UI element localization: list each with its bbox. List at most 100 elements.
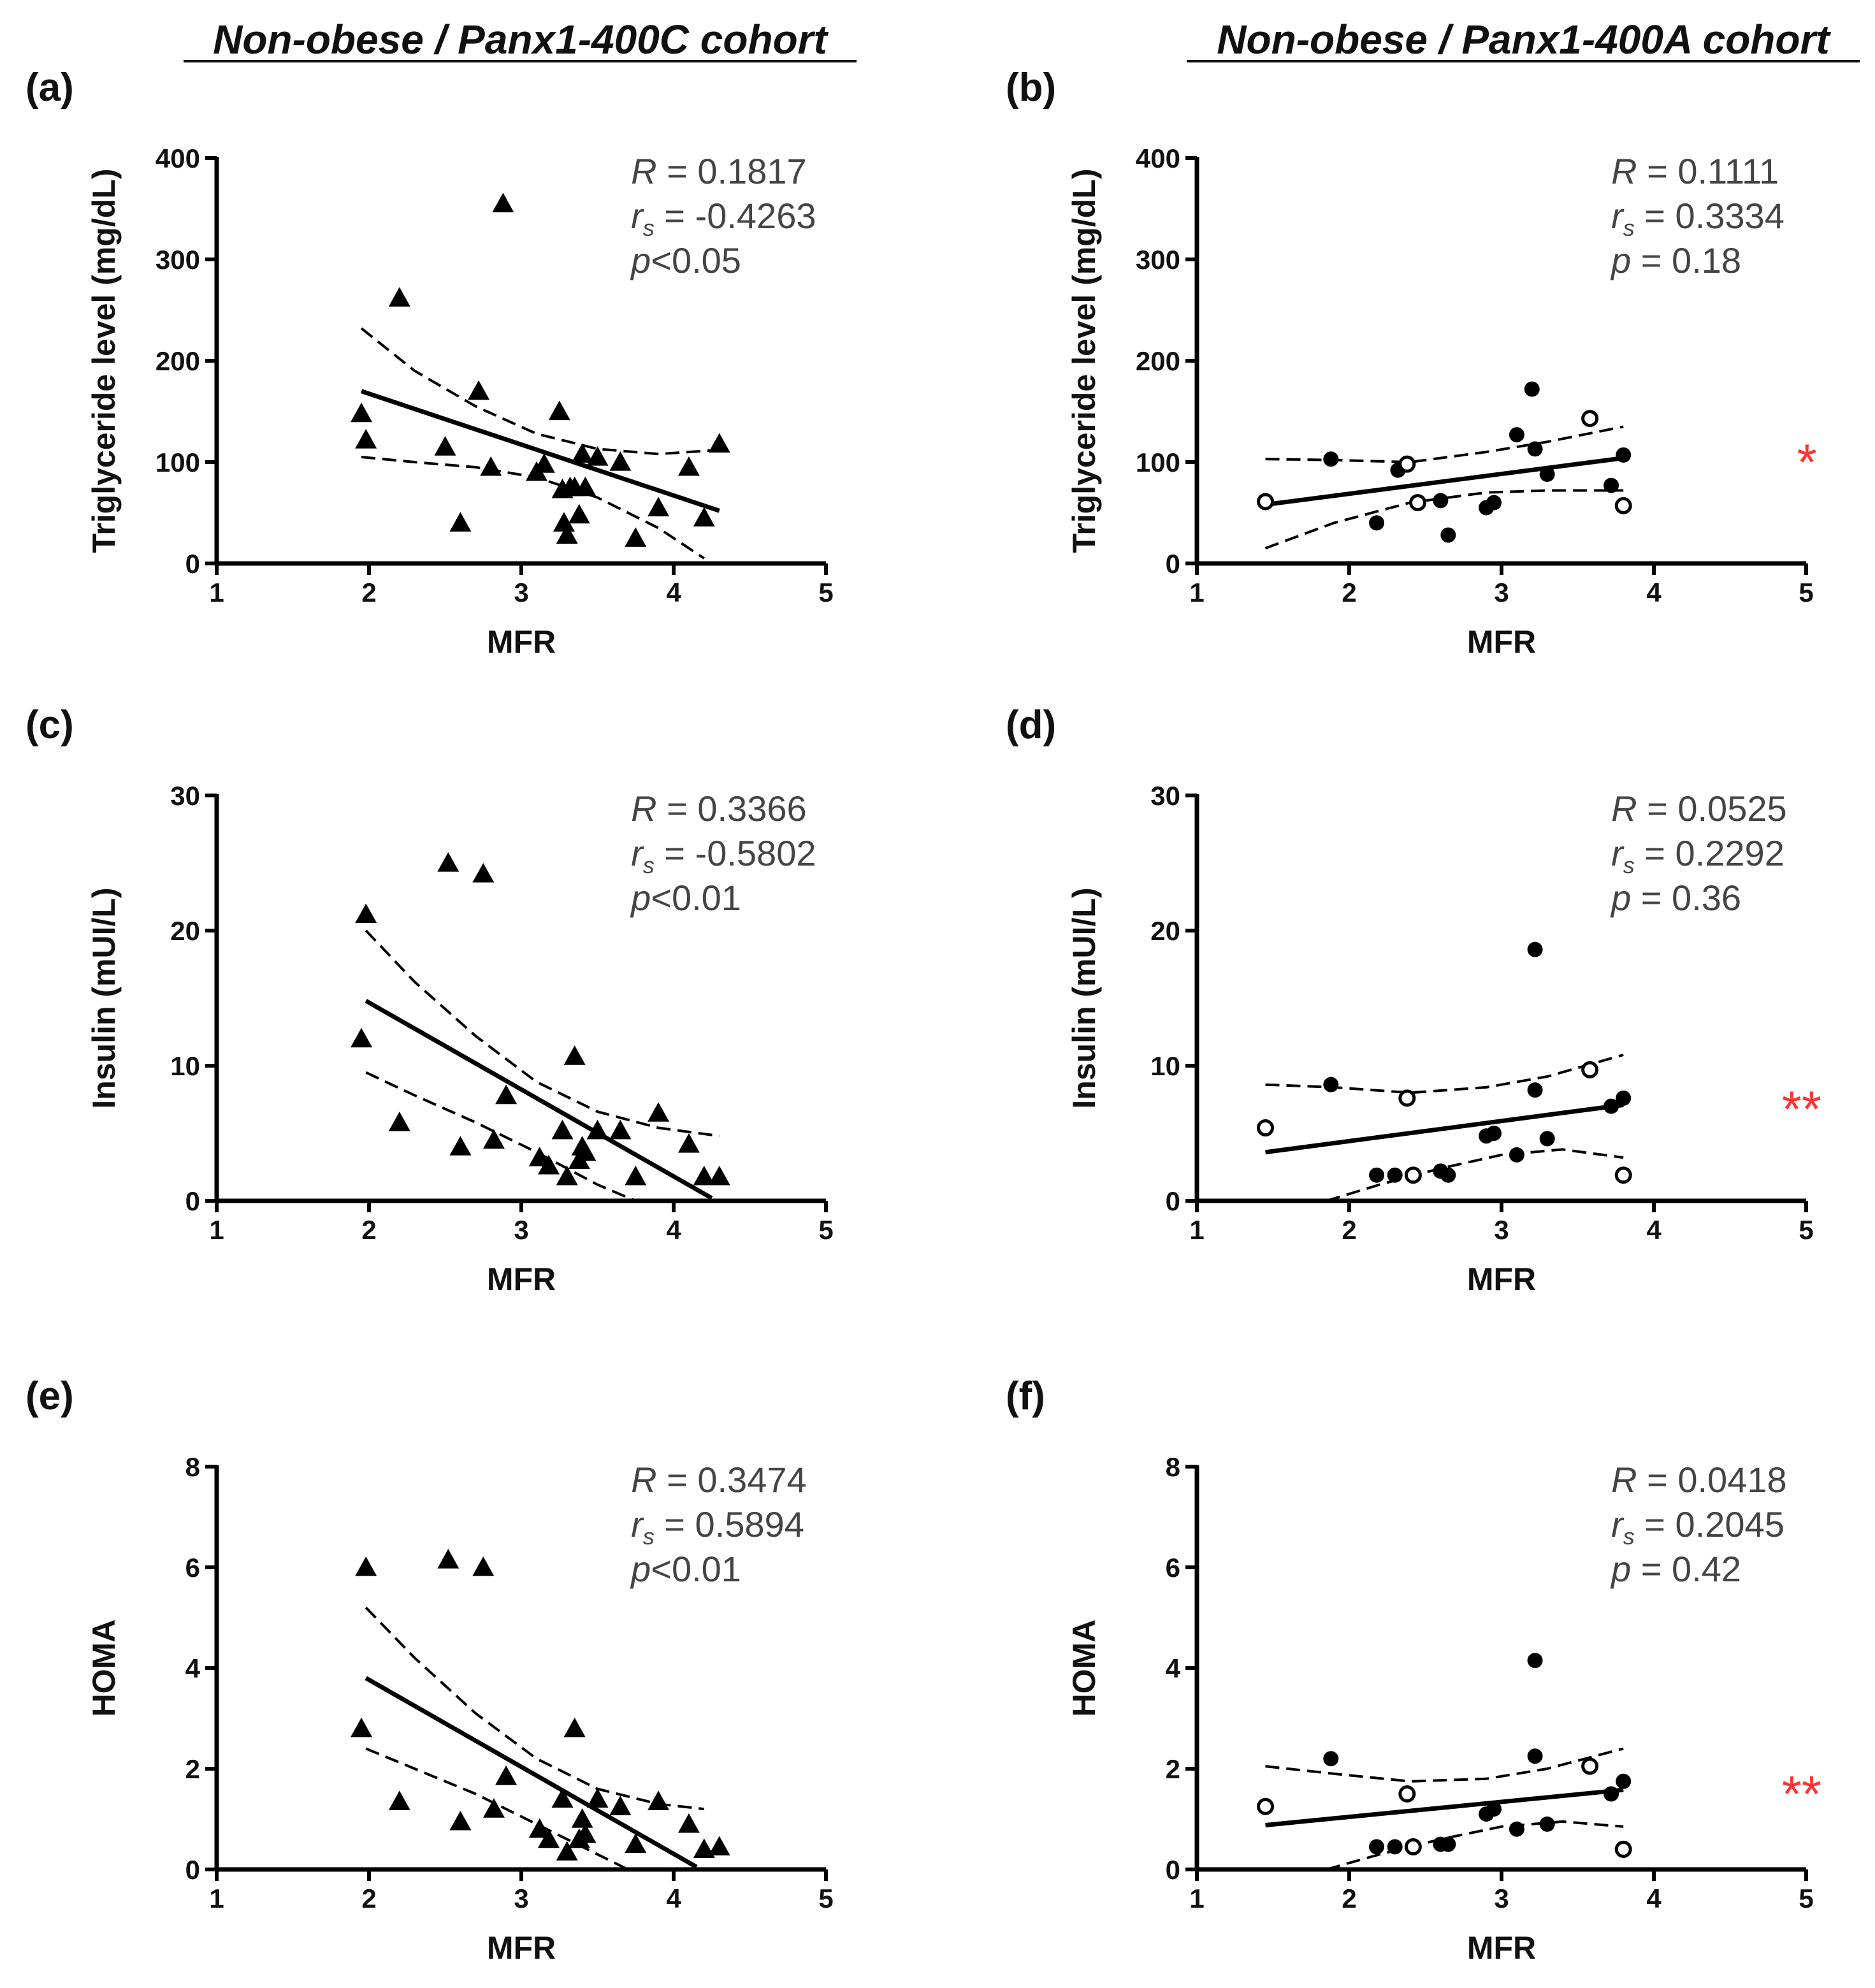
stat-rs-f: rs = 0.2045 [1611, 1504, 1785, 1549]
x-tick-label-b-5: 5 [1799, 577, 1813, 607]
data-point-d-filled-9 [1527, 1082, 1543, 1098]
cohort-title-left-text: Non-obese / Panx1-400C cohort [213, 17, 829, 62]
x-axis-title-f: MFR [1467, 1930, 1536, 1966]
y-tick-label-b-300: 300 [1136, 245, 1180, 275]
panel-d: (d) 1 2 3 4 5 0 10 20 30 MFR Insulin (mUI/L) R = 0.0… [1006, 703, 1821, 1297]
ci-lower-line-d [1326, 1148, 1624, 1202]
x-tick-label-e-2: 2 [361, 1883, 376, 1913]
y-tick-label-a-200: 200 [156, 346, 200, 376]
data-point-f-filled-10 [1539, 1816, 1555, 1832]
y-tick-label-f-6: 6 [1166, 1553, 1180, 1583]
data-point-d-filled-10 [1539, 1131, 1555, 1147]
data-point-e-Panx1-400C-15 [574, 1823, 597, 1843]
data-point-a-Panx1-400C-10 [548, 400, 570, 421]
y-tick-label-a-0: 0 [185, 549, 200, 579]
data-point-e-Panx1-400C-19 [648, 1790, 670, 1810]
data-point-a-Panx1-400C-25 [708, 433, 730, 453]
data-point-e-Panx1-400C-0 [351, 1717, 373, 1738]
data-point-d-open-2 [1404, 1166, 1422, 1184]
stat-R-c: R = 0.3366 [631, 788, 807, 829]
panel-label-c: (c) [25, 703, 74, 747]
x-tick-label-e-1: 1 [209, 1883, 224, 1913]
y-tick-label-d-20: 20 [1150, 916, 1180, 946]
y-tick-label-d-0: 0 [1166, 1186, 1180, 1216]
x-axis-title-c: MFR [487, 1261, 556, 1297]
significance-mark-b: * [1797, 434, 1817, 491]
y-tick-label-f-4: 4 [1166, 1653, 1181, 1683]
regression-line-a [360, 389, 720, 513]
data-point-a-Panx1-400C-24 [693, 507, 715, 527]
x-tick-label-b-4: 4 [1646, 577, 1661, 607]
significance-mark-f: ** [1782, 1766, 1821, 1822]
data-point-a-Panx1-400C-17 [571, 443, 593, 463]
data-point-a-Panx1-400C-18 [574, 476, 597, 497]
x-tick-label-b-3: 3 [1494, 577, 1509, 607]
y-tick-label-c-10: 10 [170, 1051, 200, 1081]
x-tick-label-d-4: 4 [1646, 1215, 1661, 1245]
y-axis-title-a: Triglyceride level (mg/dL) [86, 169, 122, 553]
data-point-a-Panx1-400C-7 [492, 192, 514, 213]
data-point-c-Panx1-400C-11 [556, 1165, 578, 1186]
data-point-f-open-2 [1404, 1838, 1422, 1855]
y-tick-label-d-30: 30 [1150, 781, 1180, 811]
regression-line-e [365, 1676, 698, 1869]
x-axis-title-e: MFR [487, 1930, 556, 1966]
x-tick-label-a-3: 3 [514, 577, 528, 607]
x-tick-label-c-3: 3 [514, 1215, 528, 1245]
y-tick-label-f-0: 0 [1166, 1855, 1180, 1885]
data-point-e-Panx1-400C-12 [563, 1717, 586, 1738]
data-point-c-Panx1-400C-5 [472, 862, 495, 883]
data-point-b-open-3 [1581, 410, 1599, 428]
x-tick-label-d-3: 3 [1494, 1215, 1509, 1245]
data-point-f-filled-9 [1527, 1748, 1543, 1764]
panel-a: (a) 1 2 3 4 5 0 100 200 300 400 MFR Triglyceride lev… [25, 66, 834, 660]
x-tick-label-a-4: 4 [666, 577, 681, 607]
y-tick-label-b-100: 100 [1136, 447, 1180, 477]
panel-label-b: (b) [1006, 66, 1056, 110]
data-point-e-Panx1-400C-5 [472, 1556, 495, 1576]
stat-R-f: R = 0.0418 [1611, 1460, 1787, 1500]
data-point-e-Panx1-400C-3 [437, 1549, 460, 1569]
data-point-c-Panx1-400C-3 [437, 852, 460, 872]
stat-p-a: p<0.05 [630, 240, 741, 280]
x-tick-label-d-2: 2 [1342, 1215, 1356, 1245]
data-point-c-Panx1-400C-16 [586, 1119, 609, 1140]
data-point-c-Panx1-400C-4 [449, 1136, 472, 1156]
x-tick-label-a-1: 1 [209, 577, 224, 607]
cohort-title-left: Non-obese / Panx1-400C cohort [184, 17, 857, 62]
ci-upper-line-b [1265, 425, 1624, 464]
data-point-c-Panx1-400C-1 [355, 903, 377, 924]
y-tick-label-a-400: 400 [156, 143, 200, 173]
stat-R-d: R = 0.0525 [1611, 788, 1787, 829]
x-axis-title-b: MFR [1467, 624, 1536, 660]
ci-upper-line-f [1265, 1747, 1624, 1783]
y-axis-title-b: Triglyceride level (mg/dL) [1066, 169, 1102, 553]
y-tick-label-a-300: 300 [156, 245, 200, 275]
ci-lower-line-e [365, 1747, 629, 1871]
data-point-c-Panx1-400C-22 [708, 1165, 730, 1186]
y-tick-label-c-20: 20 [170, 916, 200, 946]
x-tick-label-e-5: 5 [818, 1883, 833, 1913]
y-tick-label-f-8: 8 [1166, 1452, 1180, 1482]
panel-label-e: (e) [25, 1374, 74, 1418]
x-tick-label-f-1: 1 [1189, 1883, 1204, 1913]
x-tick-label-c-4: 4 [666, 1215, 681, 1245]
panel-label-a: (a) [25, 66, 74, 110]
stat-R-e: R = 0.3474 [631, 1460, 807, 1500]
cohort-title-right-text: Non-obese / Panx1-400A cohort [1217, 17, 1831, 62]
ci-lower-line-b [1264, 489, 1624, 549]
panel-c: (c) 1 2 3 4 5 0 10 20 30 MFR Insulin (mUI/L) R = 0.3… [25, 703, 834, 1297]
data-point-b-filled-12 [1616, 447, 1632, 463]
data-point-f-filled-11 [1604, 1786, 1619, 1802]
y-axis-title-d: Insulin (mUI/L) [1066, 887, 1102, 1108]
data-point-d-open-1 [1398, 1089, 1416, 1107]
data-point-f-open-3 [1581, 1757, 1599, 1775]
regression-line-f [1265, 1787, 1624, 1827]
data-point-d-open-0 [1257, 1119, 1275, 1137]
y-tick-label-f-2: 2 [1166, 1754, 1180, 1784]
stat-rs-e: rs = 0.5894 [631, 1504, 804, 1549]
data-point-c-Panx1-400C-10 [551, 1119, 574, 1140]
data-point-b-filled-4 [1440, 527, 1456, 543]
